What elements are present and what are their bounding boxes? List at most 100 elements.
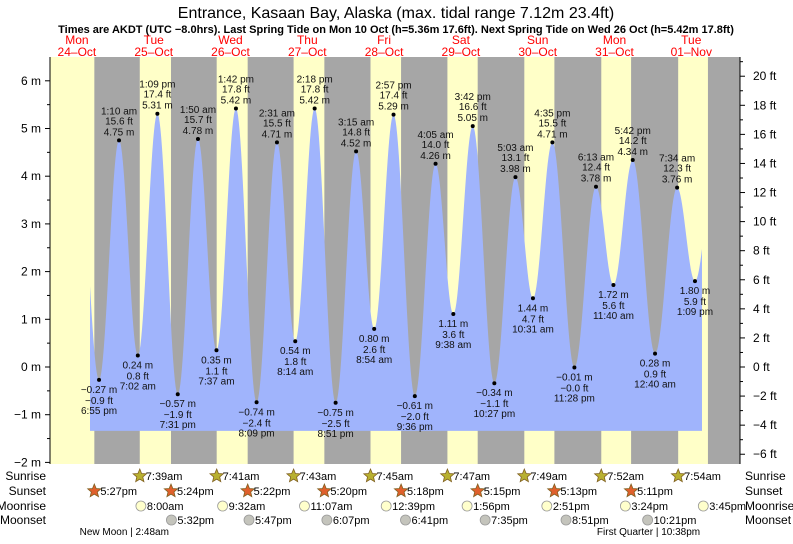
right-tick-label: 12 ft xyxy=(753,186,777,200)
moonset-row-label-right: Moonset xyxy=(745,513,792,527)
moonrise-time: 12:39pm xyxy=(392,501,435,513)
tide-height-m: 4.52 m xyxy=(341,138,372,149)
tide-time: 6:13 am xyxy=(578,153,614,164)
moonrise-moon-icon xyxy=(217,500,229,512)
tide-point xyxy=(550,140,555,145)
chart-subtitle: Times are AKDT (UTC −8.0hrs). Last Sprin… xyxy=(58,24,734,36)
sunrise-star-icon xyxy=(132,467,148,483)
moonrise-time: 8:00am xyxy=(147,501,184,513)
sunset-time: 5:27pm xyxy=(100,486,137,498)
tide-high-marker: 4.71 m15.5 ft4:35 pm xyxy=(534,108,570,145)
sunset-row-label-right: Sunset xyxy=(745,484,783,498)
tide-height-ft: 1.1 ft xyxy=(205,366,227,377)
day-of-week-label: Fri xyxy=(377,33,391,47)
tide-point xyxy=(97,377,102,382)
sunrise-star-icon xyxy=(439,467,456,483)
tide-high-marker: 4.78 m15.7 ft1:50 am xyxy=(180,105,216,141)
sunset-star-icon xyxy=(316,482,332,498)
date-label: 28–Oct xyxy=(365,45,404,59)
tide-height-m: −0.34 m xyxy=(476,388,512,399)
day-of-week-label: Sun xyxy=(527,33,548,47)
left-tick-label: 2 m xyxy=(21,265,41,279)
tide-height-m: 0.35 m xyxy=(201,355,232,366)
tide-height-m: 4.26 m xyxy=(420,151,451,162)
right-tick-label: 6 ft xyxy=(753,273,770,287)
tide-height-m: 5.05 m xyxy=(457,113,488,124)
moonset-moon-icon xyxy=(166,514,177,526)
tide-high-marker: 4.75 m15.6 ft1:10 am xyxy=(101,106,137,143)
tide-point xyxy=(630,157,635,162)
tide-low-marker: 0.54 m1.8 ft8:14 am xyxy=(277,339,313,378)
tide-level-area xyxy=(90,108,702,431)
moonrise-time: 1:56pm xyxy=(473,501,510,513)
moonrise-row-label-right: Moonrise xyxy=(745,499,793,513)
tide-point xyxy=(274,140,279,145)
tide-point xyxy=(653,351,658,356)
sunrise-time: 7:41am xyxy=(223,471,260,483)
sunrise-row-label-right: Sunrise xyxy=(745,469,786,483)
tide-height-m: −0.75 m xyxy=(317,408,353,419)
tide-time: 8:51 pm xyxy=(318,429,354,440)
moonrise-time: 3:24pm xyxy=(631,501,668,513)
tide-height-m: 4.75 m xyxy=(104,127,135,138)
tide-point xyxy=(175,392,180,397)
tide-height-ft: 0.9 ft xyxy=(644,370,666,381)
tide-height-ft: −0.0 ft xyxy=(560,383,588,394)
left-tick-label: 6 m xyxy=(21,74,41,88)
moonrise-moon-icon xyxy=(619,500,631,512)
tide-point xyxy=(692,279,697,284)
sunset-time: 5:24pm xyxy=(177,486,214,498)
moonrise-moon-icon xyxy=(299,500,310,512)
sunset-time: 5:15pm xyxy=(484,486,521,498)
tide-extremes: −0.27 m−0.9 ft6:55 pm 4.75 m15.6 ft1:10 a… xyxy=(81,74,713,439)
tide-height-m: 1.44 m xyxy=(518,303,549,314)
tide-time: 7:02 am xyxy=(120,382,156,393)
tide-height-m: 0.24 m xyxy=(123,361,154,372)
tide-point xyxy=(492,381,497,386)
moon-phase-label: New Moon | 2:48am xyxy=(80,527,169,538)
tide-point xyxy=(372,326,377,331)
date-label: 31–Oct xyxy=(595,45,634,59)
tide-time: 10:31 am xyxy=(512,324,554,335)
right-tick-label: −2 ft xyxy=(753,389,777,403)
tide-time: 2:31 am xyxy=(259,108,295,119)
axes: −2 m −1 m 0 m 1 m 2 m 3 m 4 m 5 m 6 m −6 ft −4 ft −… xyxy=(14,57,777,469)
moonrise-time: 2:51pm xyxy=(553,501,590,513)
tide-high-marker: 3.76 m12.3 ft7:34 am xyxy=(659,154,695,190)
tide-height-m: 1.80 m xyxy=(680,286,711,297)
sunset-time: 5:11pm xyxy=(637,486,673,498)
tide-height-m: −0.01 m xyxy=(556,372,592,383)
tide-height-m: 4.71 m xyxy=(537,129,568,140)
left-tick-label: −1 m xyxy=(14,408,41,422)
tide-point xyxy=(214,348,219,353)
tide-low-marker: −0.75 m−2.5 ft8:51 pm xyxy=(317,400,354,440)
tide-height-m: −0.74 m xyxy=(238,407,274,418)
tide-time: 3:42 pm xyxy=(455,92,491,103)
tide-point xyxy=(333,400,338,405)
tide-height-ft: 17.4 ft xyxy=(143,90,171,101)
moonrise-time: 11:07am xyxy=(310,501,352,513)
sunset-star-icon xyxy=(469,482,486,498)
tide-height-ft: 17.4 ft xyxy=(380,91,408,102)
tide-point xyxy=(233,106,238,111)
tide-point xyxy=(117,138,122,143)
tide-low-marker: 1.80 m5.9 ft1:09 pm xyxy=(677,279,713,318)
tide-high-marker: 4.26 m14.0 ft4:05 am xyxy=(417,130,454,166)
tide-height-ft: −2.0 ft xyxy=(401,412,429,423)
moonset-moon-icon xyxy=(243,514,255,526)
tide-low-marker: 0.80 m2.6 ft8:54 am xyxy=(356,326,392,366)
moonset-time: 7:35pm xyxy=(491,515,528,527)
sunset-star-icon xyxy=(546,482,563,498)
tide-height-m: 4.78 m xyxy=(183,126,214,137)
tide-height-ft: −1.1 ft xyxy=(480,399,508,410)
left-tick-label: 4 m xyxy=(21,169,41,183)
sunrise-star-icon xyxy=(593,467,609,483)
tide-time: 1:09 pm xyxy=(139,80,175,91)
tide-height-m: 5.42 m xyxy=(221,95,252,106)
tide-height-m: 5.29 m xyxy=(378,102,409,113)
tide-height-m: 5.42 m xyxy=(299,95,330,106)
